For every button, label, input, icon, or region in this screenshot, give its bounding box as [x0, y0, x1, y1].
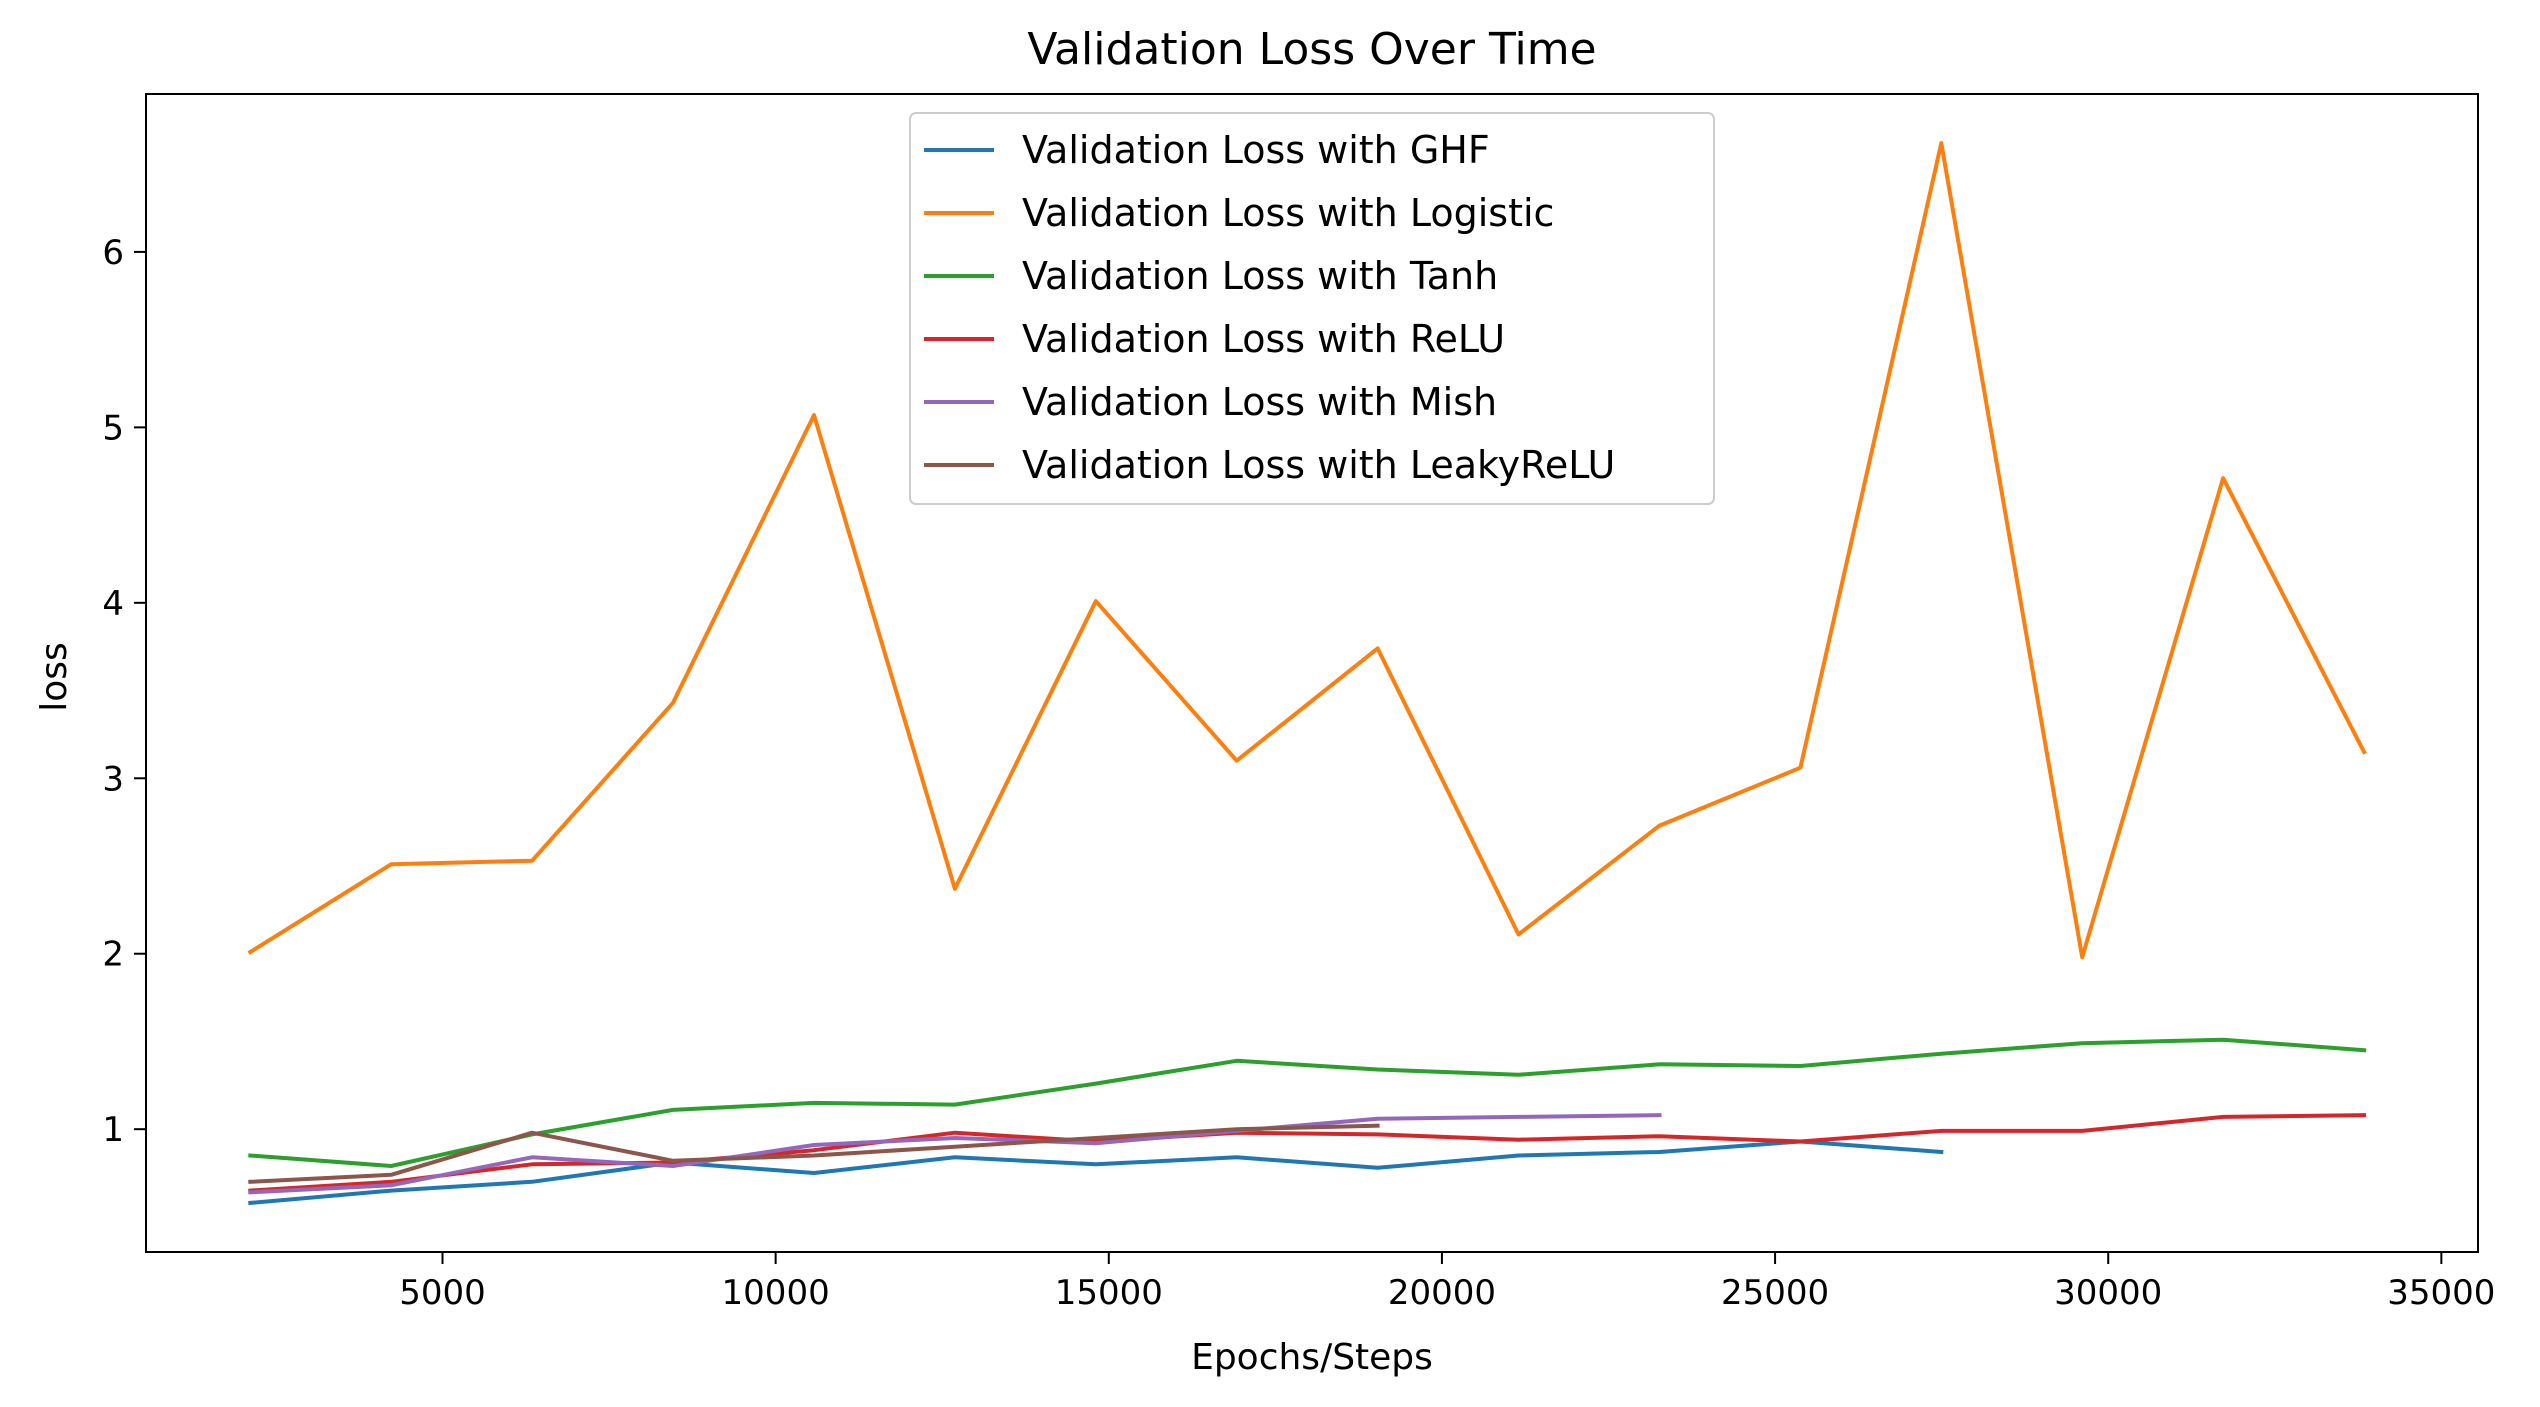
- legend-label-5: Validation Loss with LeakyReLU: [1022, 443, 1615, 487]
- y-tick-label: 5: [102, 408, 124, 448]
- legend-label-0: Validation Loss with GHF: [1022, 128, 1490, 172]
- x-tick-label: 10000: [722, 1273, 830, 1313]
- y-tick-label: 1: [102, 1110, 124, 1150]
- y-tick-label: 4: [102, 584, 124, 624]
- y-tick-label: 3: [102, 759, 124, 799]
- series-line-5: [248, 1123, 1380, 1184]
- y-tick-label: 2: [102, 935, 124, 975]
- plot-area-frame: [145, 93, 2479, 1253]
- y-tick-label: 6: [102, 233, 124, 273]
- legend-box: [909, 112, 1715, 505]
- series-line-0: [248, 1139, 1944, 1206]
- chart-title: Validation Loss Over Time: [1027, 24, 1596, 75]
- x-tick-label: 25000: [1721, 1273, 1829, 1313]
- legend-label-1: Validation Loss with Logistic: [1022, 191, 1554, 235]
- x-axis-title: Epochs/Steps: [1191, 1337, 1433, 1378]
- legend-label-2: Validation Loss with Tanh: [1022, 254, 1498, 298]
- series-line-4: [248, 1113, 1662, 1195]
- legend-label-3: Validation Loss with ReLU: [1022, 317, 1505, 361]
- y-axis-title: loss: [34, 642, 75, 712]
- x-tick-label: 15000: [1055, 1273, 1163, 1313]
- y-axis-ticks: 1 2 3 4 5 6: [102, 233, 146, 1150]
- series-layer: [247, 141, 2367, 1206]
- x-tick-label: 5000: [399, 1273, 486, 1313]
- x-tick-label: 30000: [2054, 1273, 2162, 1313]
- legend-label-4: Validation Loss with Mish: [1022, 380, 1497, 424]
- x-tick-label: 20000: [1388, 1273, 1496, 1313]
- x-axis-ticks: 5000 10000 15000 20000 25000 30000 35000: [399, 1252, 2495, 1313]
- x-tick-label: 35000: [2387, 1273, 2495, 1313]
- legend: Validation Loss with GHF Validation Loss …: [909, 112, 1715, 505]
- series-line-1: [247, 141, 2367, 960]
- series-line-2: [248, 1037, 2367, 1168]
